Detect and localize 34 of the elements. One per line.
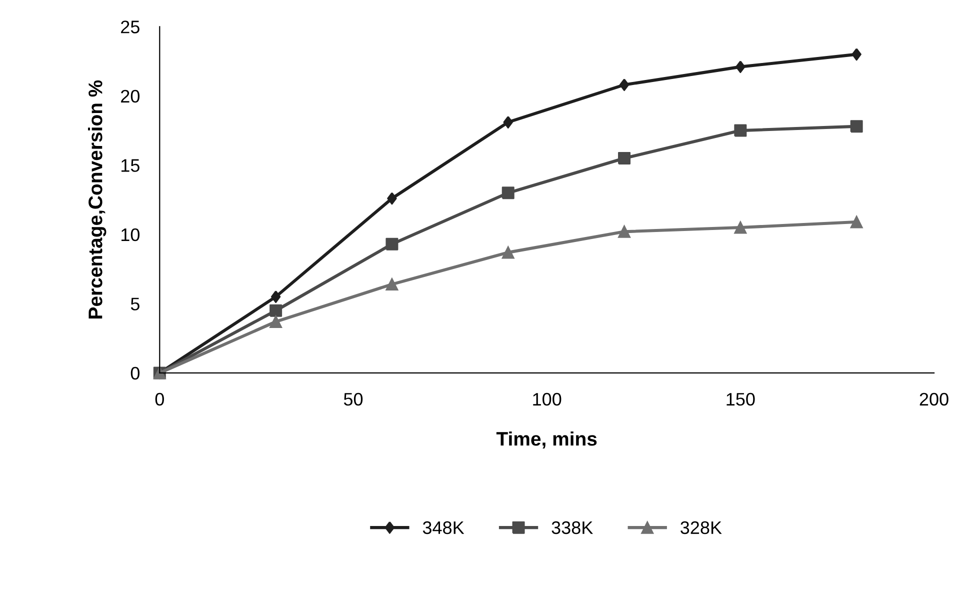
point [618,225,631,238]
point [502,186,514,200]
point [734,221,747,234]
x-axis-title: Time, mins [496,431,597,449]
y-tick-label: 10 [122,228,140,242]
point [503,116,513,128]
point [386,238,398,250]
point [850,120,863,133]
legend-label: 338K [552,521,593,534]
x-tick-label: 50 [344,392,363,406]
point [502,246,514,259]
point [270,304,282,317]
point [270,315,282,328]
point [734,124,747,137]
x-tick-label: 100 [533,392,562,406]
y-tick-label: 0 [130,366,140,380]
y-tick-label: 25 [121,20,140,34]
point [852,48,862,61]
y-tick-label: 20 [121,90,140,103]
x-tick-label: 0 [155,392,164,406]
point [736,60,746,74]
legend-label: 348K [422,521,464,534]
point [270,290,281,304]
legend-label: 328K [680,521,722,534]
point [387,192,397,205]
x-tick-label: 200 [920,392,948,406]
point [619,78,630,92]
y-tick-label: 5 [130,298,140,310]
point [850,216,863,228]
y-tick-label: 15 [122,159,140,172]
x-tick-label: 150 [726,392,755,406]
y-axis-title: Percentage,Conversion % [88,80,106,318]
point [386,278,398,291]
point [618,152,631,164]
